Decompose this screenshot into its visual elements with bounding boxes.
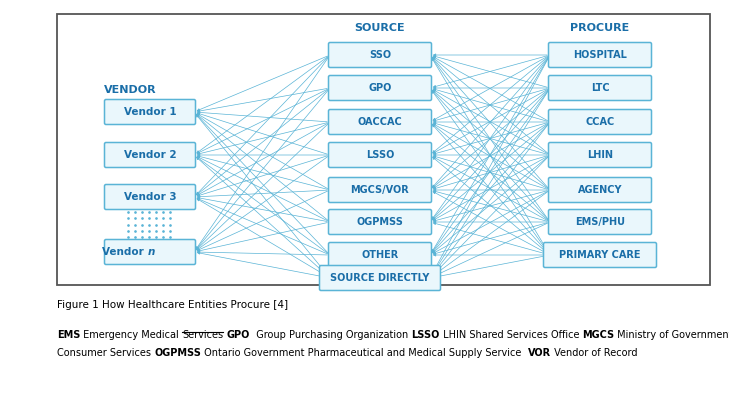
- Text: Ontario Government Pharmaceutical and Medical Supply Service: Ontario Government Pharmaceutical and Me…: [201, 348, 528, 358]
- Text: LHIN Shared Services Office: LHIN Shared Services Office: [440, 330, 582, 340]
- Text: AGENCY: AGENCY: [578, 185, 623, 195]
- Text: OGPMSS: OGPMSS: [154, 348, 201, 358]
- FancyBboxPatch shape: [548, 209, 652, 235]
- Text: Vendor: Vendor: [101, 247, 147, 257]
- FancyBboxPatch shape: [104, 239, 195, 265]
- FancyBboxPatch shape: [548, 142, 652, 168]
- FancyBboxPatch shape: [104, 184, 195, 209]
- FancyBboxPatch shape: [329, 75, 432, 101]
- FancyBboxPatch shape: [329, 43, 432, 67]
- Text: CCAC: CCAC: [585, 117, 615, 127]
- Text: OACCAC: OACCAC: [358, 117, 402, 127]
- Text: Vendor of Record: Vendor of Record: [550, 348, 637, 358]
- Text: LTC: LTC: [590, 83, 609, 93]
- Text: Ministry of Government &: Ministry of Government &: [615, 330, 729, 340]
- Text: Vendor 3: Vendor 3: [124, 192, 176, 202]
- Text: HOSPITAL: HOSPITAL: [573, 50, 627, 60]
- Text: OGPMSS: OGPMSS: [356, 217, 403, 227]
- FancyBboxPatch shape: [548, 109, 652, 134]
- FancyBboxPatch shape: [319, 265, 440, 290]
- FancyBboxPatch shape: [548, 43, 652, 67]
- FancyBboxPatch shape: [329, 178, 432, 203]
- Text: PRIMARY CARE: PRIMARY CARE: [559, 250, 641, 260]
- FancyBboxPatch shape: [57, 14, 710, 285]
- Text: MGCS: MGCS: [582, 330, 615, 340]
- Text: Vendor 2: Vendor 2: [124, 150, 176, 160]
- Text: PROCURE: PROCURE: [570, 23, 630, 33]
- Text: EMS: EMS: [57, 330, 80, 340]
- Text: Vendor 1: Vendor 1: [124, 107, 176, 117]
- Text: SOURCE DIRECTLY: SOURCE DIRECTLY: [330, 273, 429, 283]
- Text: Group Purchasing Organization: Group Purchasing Organization: [250, 330, 411, 340]
- Text: VOR: VOR: [528, 348, 550, 358]
- Text: LSSO: LSSO: [366, 150, 394, 160]
- Text: n: n: [148, 247, 155, 257]
- Text: LHIN: LHIN: [587, 150, 613, 160]
- FancyBboxPatch shape: [544, 243, 657, 267]
- Text: Services: Services: [182, 330, 223, 340]
- Text: VENDOR: VENDOR: [104, 85, 156, 95]
- Text: Emergency Medical: Emergency Medical: [80, 330, 182, 340]
- Text: GPO: GPO: [227, 330, 250, 340]
- Text: Figure 1 How Healthcare Entities Procure [4]: Figure 1 How Healthcare Entities Procure…: [57, 300, 288, 310]
- Text: SOURCE: SOURCE: [355, 23, 405, 33]
- Text: SSO: SSO: [369, 50, 391, 60]
- Text: GPO: GPO: [368, 83, 391, 93]
- Text: OTHER: OTHER: [362, 250, 399, 260]
- Text: MGCS/VOR: MGCS/VOR: [351, 185, 410, 195]
- FancyBboxPatch shape: [548, 178, 652, 203]
- FancyBboxPatch shape: [329, 243, 432, 267]
- Text: LSSO: LSSO: [411, 330, 440, 340]
- FancyBboxPatch shape: [329, 142, 432, 168]
- FancyBboxPatch shape: [548, 75, 652, 101]
- FancyBboxPatch shape: [104, 99, 195, 124]
- FancyBboxPatch shape: [329, 209, 432, 235]
- FancyBboxPatch shape: [104, 142, 195, 168]
- Text: EMS/PHU: EMS/PHU: [575, 217, 625, 227]
- Text: Consumer Services: Consumer Services: [57, 348, 154, 358]
- FancyBboxPatch shape: [329, 109, 432, 134]
